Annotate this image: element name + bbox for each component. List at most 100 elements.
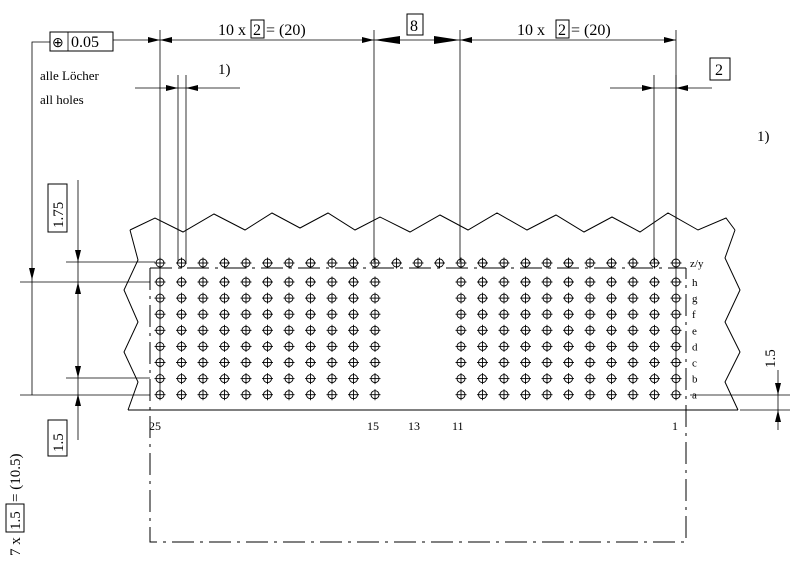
- hole-row-e: [455, 324, 467, 336]
- hole-row-c: [348, 357, 359, 368]
- hole-row-f: [584, 308, 596, 320]
- hole-top-row: [563, 257, 574, 269]
- hole-top-row: [434, 257, 445, 269]
- hole-top-row: [369, 257, 381, 269]
- note-all-holes-en: all holes: [40, 92, 84, 107]
- hole-row-e: [520, 324, 531, 336]
- hole-row-b: [283, 373, 295, 385]
- hole-row-d: [283, 340, 295, 352]
- hole-row-f: [219, 308, 230, 320]
- hole-row-h: [455, 276, 467, 288]
- hole-row-f: [369, 308, 381, 320]
- row-label-a: a: [692, 390, 697, 402]
- hole-row-b: [240, 373, 252, 385]
- hole-row-d: [369, 340, 381, 352]
- hole-row-f: [477, 308, 488, 320]
- hole-row-g: [649, 292, 660, 304]
- hole-row-d: [219, 340, 230, 352]
- hole-row-d: [240, 340, 252, 352]
- tolerance-value: 0.05: [71, 34, 99, 51]
- hole-row-d: [455, 340, 467, 352]
- hole-row-g: [305, 292, 316, 304]
- hole-row-a: [649, 389, 660, 401]
- hole-row-f: [197, 308, 209, 320]
- hole-row-g: [262, 292, 273, 304]
- note-all-holes-de: alle Löcher: [40, 68, 99, 83]
- hole-row-d: [498, 340, 510, 352]
- hole-row-g: [520, 292, 531, 304]
- hole-row-g: [563, 292, 574, 304]
- hole-top-row: [348, 257, 359, 269]
- board-outline: [123, 212, 741, 543]
- hole-row-e: [541, 324, 553, 336]
- svg-text:2: 2: [715, 62, 723, 79]
- hole-row-b: [520, 373, 531, 385]
- hole-top-row: [391, 257, 402, 269]
- hole-row-e: [326, 324, 338, 336]
- hole-row-e: [305, 324, 316, 336]
- hole-row-a: [283, 389, 295, 401]
- hole-row-a: [197, 389, 209, 401]
- hole-row-b: [606, 373, 617, 385]
- svg-text:10 x: 10 x: [517, 22, 545, 39]
- hole-row-e: [498, 324, 510, 336]
- hole-top-row: [520, 257, 531, 269]
- hole-row-h: [197, 276, 209, 288]
- hole-row-e: [477, 324, 488, 336]
- hole-top-row: [326, 257, 338, 269]
- svg-text:1.5: 1.5: [8, 511, 24, 530]
- hole-row-e: [283, 324, 295, 336]
- hole-row-a: [305, 389, 316, 401]
- footnote-marker-right: 1): [757, 129, 770, 145]
- hole-row-d: [606, 340, 617, 352]
- column-label-15: 15: [367, 419, 379, 433]
- row-label-f: f: [692, 309, 696, 321]
- edge-offset-dimension: 1.5: [763, 349, 779, 368]
- hole-row-f: [283, 308, 295, 320]
- hole-row-c: [283, 357, 295, 368]
- hole-row-g: [197, 292, 209, 304]
- svg-text:1.5: 1.5: [51, 433, 67, 452]
- hole-row-h: [563, 276, 574, 288]
- svg-text:1.75: 1.75: [51, 202, 67, 228]
- hole-row-g: [369, 292, 381, 304]
- hole-row-a: [326, 389, 338, 401]
- position-tolerance-frame: ⊕ 0.05: [49, 31, 114, 52]
- hole-row-f: [262, 308, 273, 320]
- hole-row-c: [219, 357, 230, 368]
- hole-row-d: [305, 340, 316, 352]
- svg-text:8: 8: [410, 18, 418, 35]
- hole-top-row: [176, 257, 187, 269]
- hole-top-row: [606, 257, 617, 269]
- hole-row-e: [606, 324, 617, 336]
- hole-row-a: [477, 389, 488, 401]
- hole-row-d: [326, 340, 338, 352]
- right-pitch-dimension: 10 x 2 = (20): [517, 19, 611, 39]
- hole-top-row: [412, 257, 424, 269]
- hole-row-g: [219, 292, 230, 304]
- hole-row-g: [541, 292, 553, 304]
- column-label-11: 11: [452, 419, 464, 433]
- hole-row-c: [455, 357, 467, 368]
- hole-row-h: [477, 276, 488, 288]
- hole-row-h: [262, 276, 273, 288]
- vertical-pitch-dimension: 7 x 1.5 = (10.5): [5, 454, 25, 556]
- hole-row-c: [649, 357, 660, 368]
- hole-row-a: [627, 389, 639, 401]
- hole-top-row: [197, 257, 209, 269]
- bottom-row-offset-dimension: 1.5: [47, 419, 68, 457]
- hole-row-g: [584, 292, 596, 304]
- hole-row-b: [348, 373, 359, 385]
- hole-row-e: [563, 324, 574, 336]
- hole-row-d: [541, 340, 553, 352]
- row-label-h: h: [692, 277, 698, 289]
- hole-row-f: [176, 308, 187, 320]
- gap-dimension: 8: [406, 13, 424, 36]
- hole-row-e: [197, 324, 209, 336]
- hole-row-c: [477, 357, 488, 368]
- hole-row-e: [584, 324, 596, 336]
- hole-row-a: [584, 389, 596, 401]
- column-label-13: 13: [408, 419, 420, 433]
- hole-row-b: [627, 373, 639, 385]
- hole-row-e: [219, 324, 230, 336]
